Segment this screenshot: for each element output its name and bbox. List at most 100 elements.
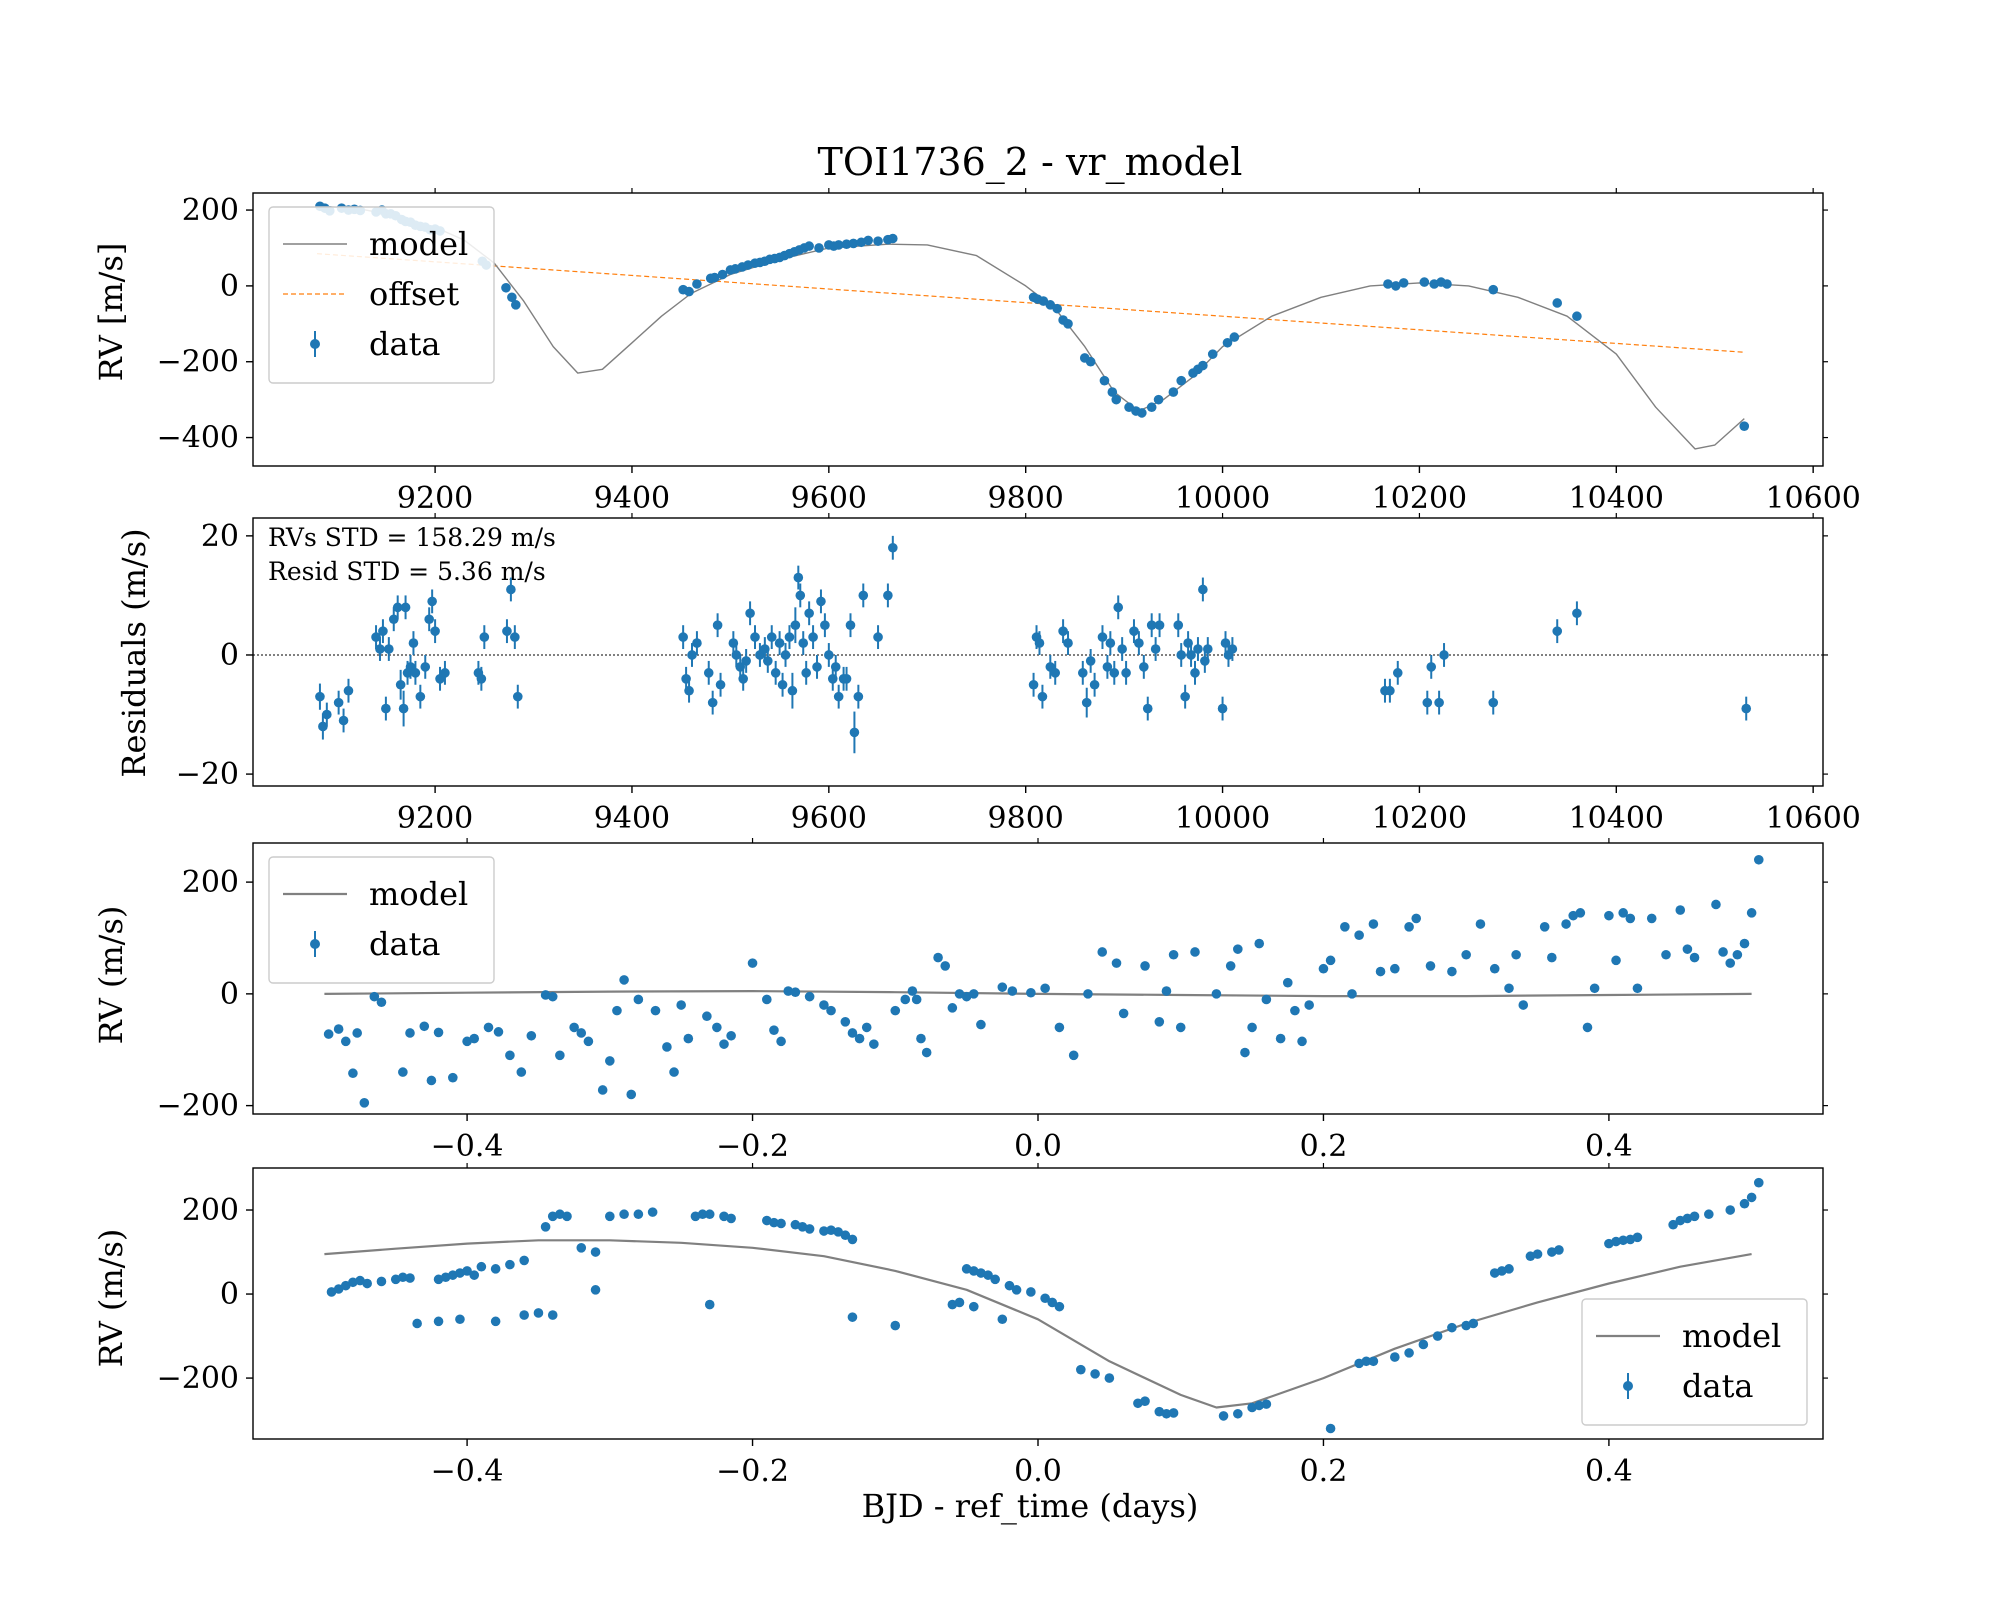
legend-label-data: data — [369, 925, 441, 963]
data-point — [1682, 944, 1693, 954]
data-point — [900, 994, 911, 1005]
x-tick-label: 9800 — [988, 801, 1064, 836]
data-point — [1632, 983, 1643, 994]
data-point — [1739, 421, 1750, 431]
data-point — [1105, 638, 1116, 648]
panel-0-y-label: RV [m/s] — [92, 243, 130, 382]
data-point — [562, 1211, 572, 1222]
data-point — [1746, 908, 1757, 918]
data-point — [1028, 679, 1039, 690]
y-tick-label: 0 — [220, 638, 239, 673]
data-point — [1047, 1297, 1058, 1308]
data-point — [352, 1028, 362, 1038]
data-point — [410, 668, 421, 678]
data-point — [776, 1036, 786, 1047]
x-tick-label: 10200 — [1372, 801, 1467, 836]
data-point — [1552, 298, 1563, 308]
data-point — [493, 1027, 504, 1037]
data-point — [369, 991, 380, 1002]
data-point — [1290, 1005, 1300, 1016]
data-point — [1089, 679, 1100, 690]
data-point — [505, 1050, 515, 1061]
data-point — [780, 650, 791, 660]
data-point — [1475, 919, 1486, 929]
data-point — [1383, 279, 1393, 289]
data-point — [1134, 638, 1144, 648]
x-tick-label: 10600 — [1765, 801, 1860, 836]
data-point — [911, 994, 922, 1005]
data-point — [1618, 908, 1628, 918]
data-point — [1111, 394, 1122, 405]
data-point — [1240, 1047, 1250, 1058]
data-point — [1063, 638, 1073, 648]
data-point — [519, 1255, 529, 1266]
data-point — [633, 994, 644, 1005]
data-point — [1340, 922, 1350, 932]
data-point — [333, 697, 344, 708]
legend-data-swatch — [310, 339, 320, 349]
data-point — [1504, 1264, 1514, 1274]
data-point — [1040, 983, 1050, 994]
data-point — [507, 292, 517, 303]
data-point — [1689, 952, 1700, 963]
x-tick-label: 0.2 — [1300, 1454, 1348, 1489]
data-point — [731, 650, 742, 660]
data-point — [1037, 691, 1048, 702]
x-tick-label: 0.4 — [1585, 1454, 1633, 1489]
data-point — [847, 1312, 858, 1322]
data-point — [1104, 1373, 1115, 1383]
data-point — [1398, 278, 1409, 288]
data-point — [476, 674, 487, 684]
data-point — [1390, 1352, 1400, 1362]
legend-label-model: model — [369, 225, 468, 263]
legend-box — [1581, 1298, 1808, 1426]
data-point — [1661, 949, 1671, 960]
data-point — [1207, 349, 1218, 359]
data-point — [1077, 668, 1088, 678]
data-point — [712, 620, 723, 630]
data-point — [808, 632, 818, 642]
data-point — [440, 668, 450, 678]
data-point — [812, 662, 822, 672]
data-point — [1190, 668, 1200, 678]
data-point — [890, 1005, 901, 1016]
data-point — [1547, 952, 1557, 963]
data-point — [861, 1022, 872, 1033]
data-point — [1725, 958, 1736, 968]
data-point — [626, 1089, 637, 1100]
data-point — [1076, 1364, 1086, 1375]
data-point — [510, 632, 520, 642]
x-tick-label: 9800 — [988, 481, 1064, 516]
data-point — [819, 1226, 829, 1236]
data-point — [824, 650, 834, 660]
x-tick-label: 9600 — [791, 481, 867, 516]
data-point — [826, 1005, 836, 1016]
data-point — [840, 1230, 851, 1241]
data-point — [1137, 408, 1147, 418]
data-point — [1489, 963, 1500, 974]
data-point — [804, 1224, 815, 1234]
data-point — [1391, 281, 1401, 291]
data-point — [1081, 697, 1092, 708]
legend-label-model: model — [1682, 1317, 1781, 1355]
data-point — [555, 1050, 565, 1061]
data-point — [1113, 602, 1124, 613]
data-point — [1532, 1249, 1543, 1259]
x-tick-label: 9600 — [791, 801, 867, 836]
data-point — [804, 608, 814, 619]
data-point — [845, 620, 856, 630]
x-tick-label: 0.2 — [1300, 1129, 1348, 1164]
data-point — [400, 602, 411, 613]
data-point — [1419, 277, 1430, 287]
panel-2-y-label: RV (m/s) — [92, 906, 130, 1045]
data-point — [519, 1310, 529, 1320]
data-point — [1504, 983, 1514, 994]
data-point — [814, 243, 824, 253]
data-point — [381, 703, 391, 714]
data-point — [997, 982, 1008, 992]
data-point — [378, 626, 388, 636]
data-point — [511, 300, 521, 310]
data-point — [576, 1243, 587, 1253]
data-point — [1193, 644, 1203, 654]
data-point — [820, 620, 830, 630]
